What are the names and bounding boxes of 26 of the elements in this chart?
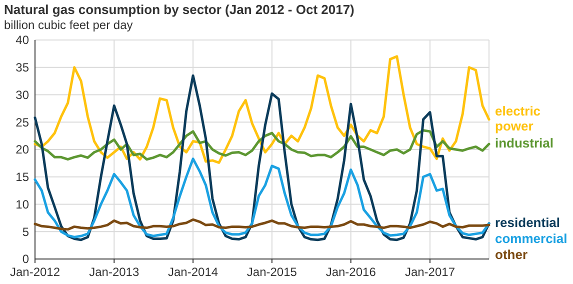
x-tick-label: Jan-2016: [326, 265, 376, 279]
series-label: industrial: [495, 136, 554, 151]
y-tick-label: 30: [16, 88, 30, 102]
chart-subtitle: billion cubic feet per day: [4, 18, 133, 32]
y-tick-label: 40: [16, 33, 30, 48]
x-tick-label: Jan-2012: [10, 265, 60, 279]
line-series: [34, 218, 490, 231]
y-tick-label: 25: [16, 115, 30, 130]
y-tick-label: 35: [16, 60, 30, 75]
x-tick-label: Jan-2015: [246, 265, 298, 279]
series-label: other: [495, 246, 528, 262]
y-tick-label: 20: [16, 142, 30, 157]
series-label: commercial: [495, 230, 568, 246]
x-tick-label: Jan-2017: [404, 265, 456, 279]
x-tick-label: Jan-2013: [89, 265, 140, 279]
x-tick-label: Jan-2014: [168, 265, 218, 279]
line-series: [34, 129, 490, 161]
y-tick-label: 10: [16, 197, 30, 212]
line-series: [34, 158, 490, 238]
y-tick-label: 5: [22, 224, 30, 239]
y-tick-label: 15: [16, 170, 30, 184]
series-label: electric power: [495, 103, 541, 134]
line-series: [34, 55, 490, 164]
y-tick-label: 0: [22, 252, 30, 266]
series-label: residential: [495, 214, 560, 230]
chart-title: Natural gas consumption by sector (Jan 2012 - Oct 2017): [4, 2, 354, 17]
